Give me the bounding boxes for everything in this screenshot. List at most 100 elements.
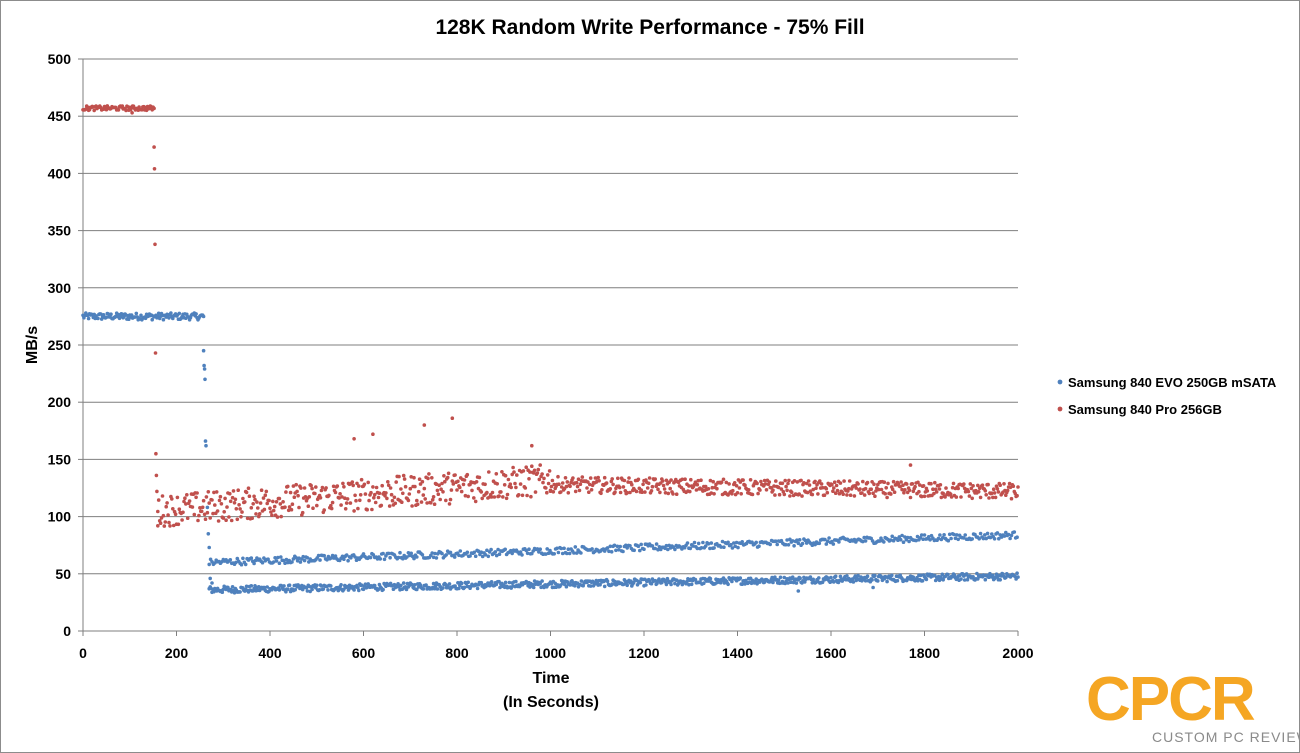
data-point bbox=[319, 584, 324, 588]
data-point bbox=[876, 487, 881, 492]
data-point bbox=[333, 490, 338, 495]
x-tick-label: 1800 bbox=[909, 645, 940, 661]
data-point bbox=[249, 556, 254, 560]
data-point bbox=[479, 550, 484, 554]
data-point bbox=[290, 560, 294, 564]
data-point bbox=[976, 489, 981, 494]
data-point bbox=[378, 557, 383, 561]
data-point bbox=[988, 535, 993, 540]
data-point bbox=[417, 477, 422, 482]
data-point bbox=[630, 482, 634, 487]
data-point bbox=[394, 480, 399, 484]
data-point bbox=[741, 478, 745, 482]
data-point bbox=[862, 535, 866, 540]
data-point bbox=[829, 575, 833, 580]
data-point bbox=[564, 484, 569, 489]
data-point bbox=[490, 490, 495, 495]
data-point bbox=[653, 477, 657, 481]
data-point bbox=[487, 470, 491, 474]
data-point bbox=[397, 474, 401, 479]
x-tick-label: 0 bbox=[79, 645, 87, 661]
data-point bbox=[298, 560, 303, 564]
data-point bbox=[412, 475, 416, 480]
data-point bbox=[710, 485, 715, 490]
data-point bbox=[170, 497, 174, 501]
data-point bbox=[585, 486, 589, 490]
data-point bbox=[300, 510, 305, 515]
data-point bbox=[494, 472, 499, 476]
data-point bbox=[335, 484, 340, 488]
data-point bbox=[869, 487, 873, 492]
data-point bbox=[357, 484, 361, 488]
data-point bbox=[833, 574, 838, 579]
data-point bbox=[329, 584, 333, 588]
data-point bbox=[581, 583, 585, 588]
data-point bbox=[739, 492, 743, 496]
data-point bbox=[422, 486, 427, 491]
data-point bbox=[371, 432, 375, 437]
data-point bbox=[664, 582, 669, 587]
data-point bbox=[437, 483, 442, 488]
data-point bbox=[255, 506, 260, 510]
data-point bbox=[695, 482, 700, 487]
data-point bbox=[392, 495, 397, 500]
data-point bbox=[465, 472, 470, 477]
data-point bbox=[396, 582, 400, 586]
data-point bbox=[808, 489, 813, 494]
data-point bbox=[322, 508, 327, 512]
data-point bbox=[207, 501, 211, 505]
data-point bbox=[420, 479, 425, 484]
x-tick-label: 1000 bbox=[535, 645, 566, 661]
data-point bbox=[938, 533, 942, 537]
data-point bbox=[790, 539, 795, 543]
data-point bbox=[783, 478, 787, 483]
data-point bbox=[715, 486, 719, 491]
data-point bbox=[901, 540, 906, 544]
data-point bbox=[892, 490, 897, 495]
data-point bbox=[709, 491, 714, 495]
data-point bbox=[599, 491, 603, 496]
data-point bbox=[1002, 534, 1007, 538]
data-point bbox=[663, 491, 668, 495]
data-point bbox=[426, 476, 430, 481]
data-point bbox=[535, 547, 540, 551]
data-point bbox=[524, 548, 528, 553]
data-point bbox=[234, 507, 239, 511]
data-point bbox=[774, 479, 778, 483]
data-point bbox=[845, 493, 849, 497]
data-point bbox=[905, 535, 910, 540]
data-point bbox=[96, 316, 100, 321]
data-point bbox=[352, 437, 356, 441]
data-point bbox=[628, 490, 632, 495]
data-point bbox=[92, 108, 96, 113]
x-axis-label: Time bbox=[532, 670, 569, 687]
data-point bbox=[918, 483, 922, 487]
data-point bbox=[871, 491, 875, 496]
data-point bbox=[968, 482, 973, 486]
data-point bbox=[238, 590, 242, 594]
data-point bbox=[889, 492, 893, 496]
y-tick-label: 300 bbox=[48, 280, 72, 296]
data-point bbox=[851, 580, 856, 584]
data-point bbox=[613, 579, 617, 584]
data-point bbox=[407, 492, 412, 496]
data-point bbox=[692, 540, 697, 545]
data-point bbox=[730, 579, 734, 584]
data-point bbox=[401, 473, 406, 478]
data-point bbox=[610, 477, 614, 481]
data-point bbox=[430, 476, 434, 480]
data-point bbox=[915, 575, 919, 580]
data-point bbox=[201, 314, 206, 319]
data-point bbox=[176, 522, 181, 527]
data-point bbox=[900, 487, 904, 492]
data-point bbox=[1016, 575, 1020, 579]
y-tick-label: 500 bbox=[48, 51, 72, 67]
data-point bbox=[279, 514, 284, 519]
data-point bbox=[497, 579, 501, 584]
data-point bbox=[486, 554, 491, 559]
data-point bbox=[991, 573, 995, 578]
data-point bbox=[259, 488, 264, 493]
data-point bbox=[520, 493, 525, 498]
data-point bbox=[165, 501, 169, 505]
